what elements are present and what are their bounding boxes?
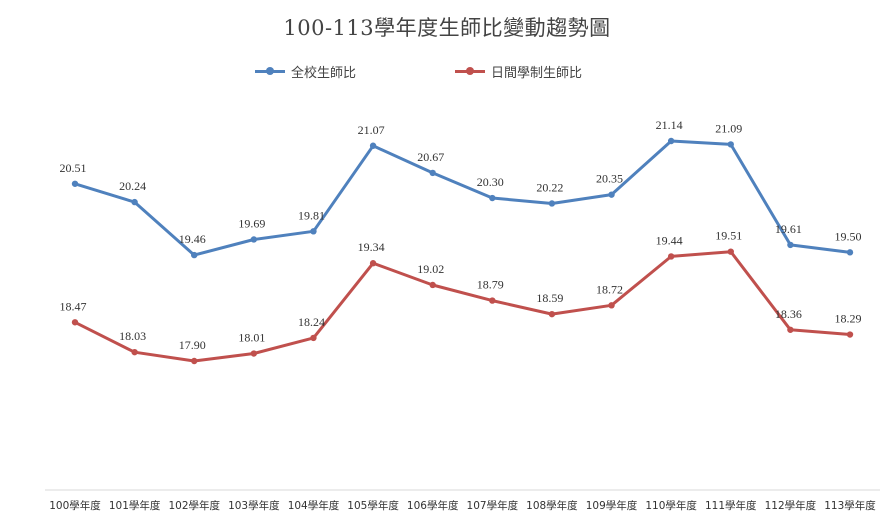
data-label-day: 18.59 — [536, 291, 563, 305]
data-label-day: 19.51 — [715, 229, 742, 243]
data-label-overall: 19.61 — [775, 222, 802, 236]
data-point-day — [250, 350, 258, 357]
data-point-day — [369, 260, 377, 267]
data-point-overall — [787, 241, 794, 249]
x-tick-label: 113學年度 — [824, 499, 876, 512]
data-label-day: 17.90 — [179, 338, 206, 352]
x-tick-label: 108學年度 — [526, 499, 578, 512]
data-point-day — [608, 302, 615, 309]
data-point-overall — [310, 228, 317, 235]
series-line-overall — [73, 139, 852, 257]
data-label-overall: 19.69 — [238, 216, 265, 230]
data-point-overall — [191, 251, 198, 259]
x-tick-label: 110學年度 — [645, 499, 697, 512]
data-point-overall — [250, 236, 258, 243]
data-label-overall: 20.67 — [417, 150, 444, 164]
data-point-day — [667, 253, 675, 260]
data-point-day — [191, 357, 198, 365]
x-tick-label: 109學年度 — [586, 499, 638, 512]
data-point-overall — [846, 249, 854, 256]
series-line-day — [73, 250, 852, 363]
data-point-day — [131, 348, 138, 356]
legend-item-day: 日間學制生師比 — [455, 62, 582, 81]
data-label-day: 18.47 — [60, 299, 87, 313]
data-point-overall — [608, 191, 615, 198]
data-label-overall: 21.14 — [656, 118, 683, 132]
x-tick-label: 103學年度 — [228, 499, 280, 512]
data-point-day — [429, 281, 436, 289]
data-label-overall: 19.50 — [835, 229, 862, 243]
data-label-overall: 20.51 — [60, 161, 87, 175]
data-point-overall — [727, 141, 734, 148]
data-point-overall — [667, 137, 675, 145]
legend-label-overall: 全校生師比 — [291, 66, 357, 81]
data-label-overall: 20.24 — [119, 179, 146, 193]
data-label-day: 18.03 — [119, 329, 146, 343]
data-point-overall — [71, 180, 79, 187]
x-tick-label: 101學年度 — [109, 499, 161, 512]
data-point-overall — [548, 200, 556, 207]
chart-title: 100-113學年度生師比變動趨勢圖 — [283, 16, 611, 40]
data-label-day: 18.24 — [298, 315, 325, 329]
data-label-day: 19.34 — [358, 240, 385, 254]
data-point-day — [548, 310, 556, 318]
data-label-overall: 20.22 — [536, 180, 563, 194]
data-point-day — [846, 331, 854, 338]
x-tick-label: 112學年度 — [765, 499, 817, 512]
data-point-overall — [489, 194, 496, 202]
data-point-day — [71, 319, 79, 326]
data-point-day — [310, 334, 317, 342]
legend-item-overall: 全校生師比 — [255, 62, 356, 81]
series-overall: 20.51 20.24 19.46 19.69 19.81 21.07 20.67 20.30… — [60, 118, 862, 259]
data-point-day — [489, 297, 496, 304]
legend-swatch-overall — [255, 67, 285, 75]
data-label-overall: 21.07 — [358, 123, 385, 137]
data-point-overall — [369, 142, 377, 149]
data-point-overall — [131, 198, 138, 206]
x-tick-label: 107學年度 — [467, 499, 519, 512]
legend-swatch-day — [455, 67, 485, 75]
data-label-day: 19.02 — [417, 262, 444, 276]
data-label-day: 18.36 — [775, 307, 802, 321]
data-label-overall: 19.81 — [298, 208, 325, 222]
data-label-day: 18.72 — [596, 282, 623, 296]
x-tick-label: 105學年度 — [347, 499, 399, 512]
data-label-day: 18.01 — [238, 331, 265, 345]
data-point-day — [787, 326, 794, 333]
legend: 全校生師比 日間學制生師比 — [0, 62, 894, 82]
legend-label-day: 日間學制生師比 — [491, 66, 583, 81]
x-tick-label: 102學年度 — [168, 499, 220, 512]
x-tick-label: 106學年度 — [407, 499, 459, 512]
data-label-overall: 20.30 — [477, 175, 504, 189]
data-point-overall — [429, 169, 436, 177]
data-label-overall: 19.46 — [179, 232, 206, 246]
data-label-overall: 21.09 — [715, 121, 742, 135]
series-day: 18.47 18.03 17.90 18.01 18.24 19.34 19.02 18.79… — [60, 229, 862, 365]
data-label-overall: 20.35 — [596, 172, 623, 186]
data-point-day — [727, 248, 734, 255]
data-label-day: 18.29 — [835, 312, 862, 326]
x-tick-label: 100學年度 — [49, 499, 101, 512]
x-tick-label: 111學年度 — [705, 499, 757, 512]
data-label-day: 19.44 — [656, 233, 683, 247]
x-tick-label: 104學年度 — [288, 499, 340, 512]
data-label-day: 18.79 — [477, 278, 504, 292]
